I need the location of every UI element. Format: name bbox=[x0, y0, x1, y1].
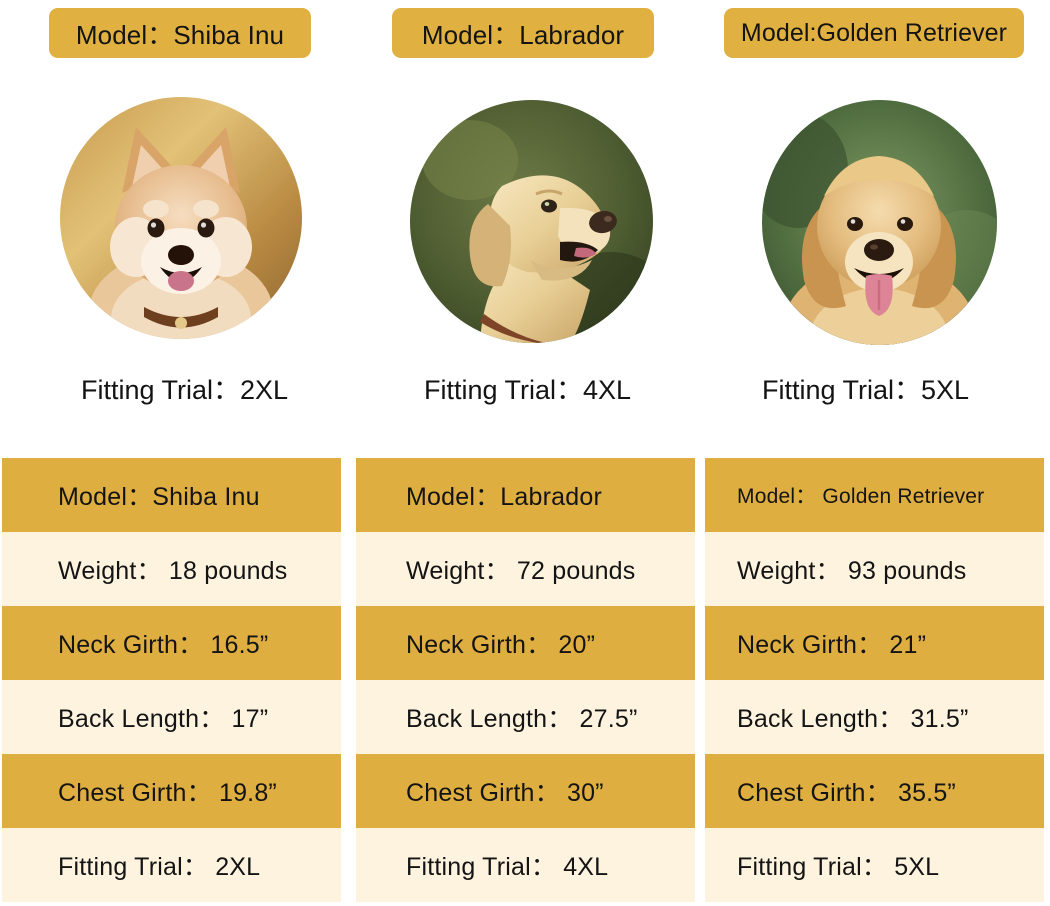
spec-fitting-trial: Fitting Trial： 4XL bbox=[406, 853, 609, 881]
table-row: Neck Girth： 21” bbox=[705, 606, 1044, 680]
badge-labrador-label: Model：Labrador bbox=[421, 19, 625, 50]
dog-photo-labrador bbox=[410, 100, 653, 343]
spec-weight: Weight： 93 pounds bbox=[737, 557, 967, 585]
table-row: Back Length： 17” bbox=[2, 680, 341, 754]
spec-chest-girth: Chest Girth： 19.8” bbox=[58, 779, 277, 807]
shiba-inu-illustration bbox=[60, 97, 302, 339]
labrador-illustration bbox=[410, 100, 653, 343]
table-row: Weight： 93 pounds bbox=[705, 532, 1044, 606]
badge-labrador: Model：Labrador bbox=[392, 8, 654, 58]
spec-back-length: Back Length： 27.5” bbox=[406, 705, 638, 733]
dog-photo-golden-retriever bbox=[762, 100, 997, 345]
spec-back-length: Back Length： 17” bbox=[58, 705, 269, 733]
spec-table-labrador: Model：Labrador Weight： 72 pounds Neck Gi… bbox=[356, 458, 695, 902]
spec-neck-girth: Neck Girth： 20” bbox=[406, 631, 596, 659]
fitting-trial-shiba-inu: Fitting Trial：2XL bbox=[81, 375, 289, 405]
table-row: Back Length： 31.5” bbox=[705, 680, 1044, 754]
table-row: Fitting Trial： 2XL bbox=[2, 828, 341, 902]
spec-model: Model： Golden Retriever bbox=[737, 485, 985, 508]
spec-neck-girth: Neck Girth： 21” bbox=[737, 631, 927, 659]
spec-chest-girth: Chest Girth： 30” bbox=[406, 779, 604, 807]
table-row: Back Length： 27.5” bbox=[356, 680, 695, 754]
spec-model: Model：Labrador bbox=[406, 483, 602, 511]
spec-tables: Model：Shiba Inu Weight： 18 pounds Neck G… bbox=[0, 458, 1050, 906]
fitting-trial-golden-retriever: Fitting Trial：5XL bbox=[762, 375, 970, 405]
badge-shiba-inu: Model：Shiba Inu bbox=[49, 8, 311, 58]
table-row: Fitting Trial： 4XL bbox=[356, 828, 695, 902]
dog-photo-shiba-inu bbox=[60, 97, 302, 339]
table-row: Chest Girth： 35.5” bbox=[705, 754, 1044, 828]
spec-back-length: Back Length： 31.5” bbox=[737, 705, 969, 733]
spec-neck-girth: Neck Girth： 16.5” bbox=[58, 631, 269, 659]
spec-fitting-trial: Fitting Trial： 2XL bbox=[58, 853, 261, 881]
table-row: Model： Golden Retriever bbox=[705, 458, 1044, 532]
table-row: Neck Girth： 16.5” bbox=[2, 606, 341, 680]
table-row: Chest Girth： 30” bbox=[356, 754, 695, 828]
badge-golden-retriever-label: Model:Golden Retriever bbox=[740, 18, 1008, 47]
spec-weight: Weight： 18 pounds bbox=[58, 557, 288, 585]
spec-table-shiba-inu: Model：Shiba Inu Weight： 18 pounds Neck G… bbox=[2, 458, 341, 902]
spec-fitting-trial: Fitting Trial： 5XL bbox=[737, 853, 940, 881]
spec-table-golden-retriever: Model： Golden Retriever Weight： 93 pound… bbox=[705, 458, 1044, 902]
table-row: Neck Girth： 20” bbox=[356, 606, 695, 680]
golden-retriever-illustration bbox=[762, 100, 997, 345]
spec-model: Model：Shiba Inu bbox=[58, 483, 260, 511]
table-row: Fitting Trial： 5XL bbox=[705, 828, 1044, 902]
table-row: Model：Labrador bbox=[356, 458, 695, 532]
spec-weight: Weight： 72 pounds bbox=[406, 557, 636, 585]
fitting-trial-caption-row: Fitting Trial：2XL Fitting Trial：4XL Fitt… bbox=[0, 368, 1050, 418]
fitting-trial-labrador: Fitting Trial：4XL bbox=[424, 375, 632, 405]
table-row: Weight： 18 pounds bbox=[2, 532, 341, 606]
badge-shiba-inu-label: Model：Shiba Inu bbox=[75, 19, 285, 50]
table-row: Chest Girth： 19.8” bbox=[2, 754, 341, 828]
dog-photo-row bbox=[0, 0, 1050, 360]
table-row: Weight： 72 pounds bbox=[356, 532, 695, 606]
spec-chest-girth: Chest Girth： 35.5” bbox=[737, 779, 956, 807]
model-badge-row: Model：Shiba Inu Model：Labrador Model:Gol… bbox=[0, 0, 1050, 72]
badge-golden-retriever: Model:Golden Retriever bbox=[724, 8, 1024, 58]
table-row: Model：Shiba Inu bbox=[2, 458, 341, 532]
